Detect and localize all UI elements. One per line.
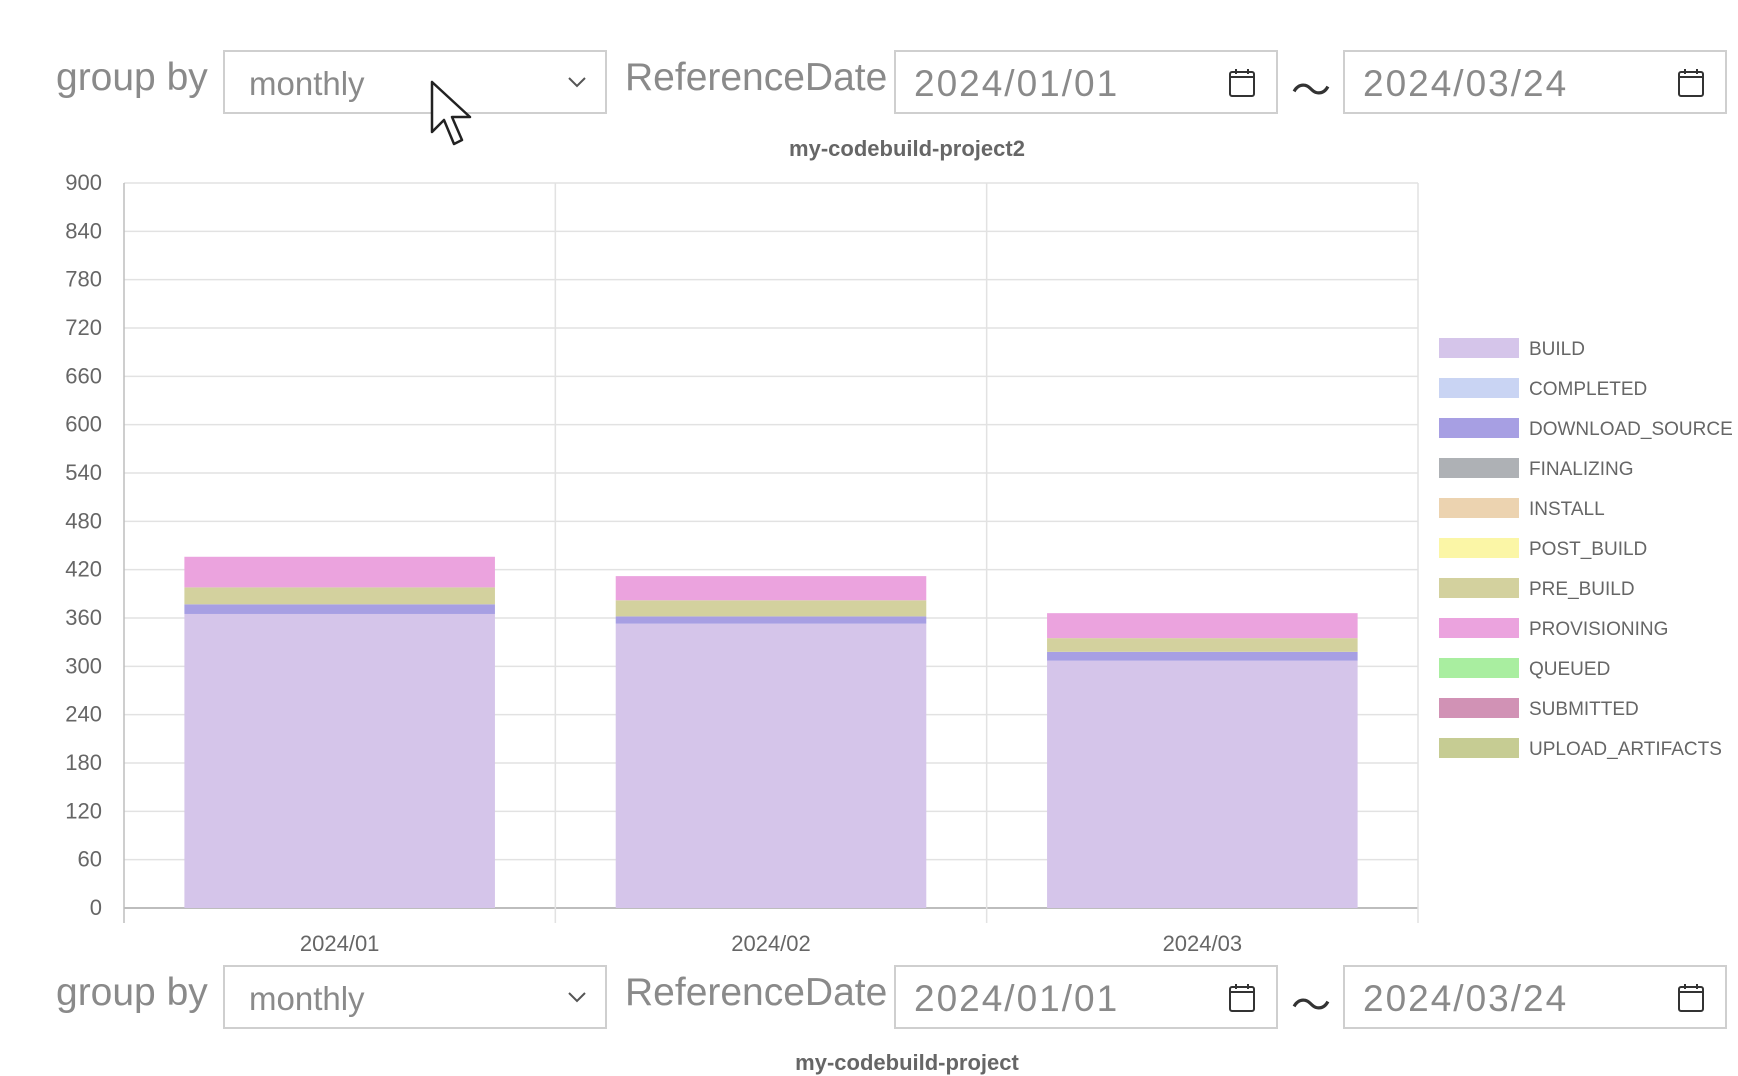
- group-by-select[interactable]: monthly: [223, 965, 607, 1029]
- bar-segment-pre-build: [184, 587, 495, 605]
- calendar-icon[interactable]: [1228, 983, 1256, 1013]
- bar-segment-download-source: [1047, 651, 1358, 661]
- y-tick-label: 540: [65, 460, 102, 485]
- legend-swatch: [1439, 738, 1519, 758]
- bar-segment-provisioning: [1047, 613, 1358, 639]
- y-tick-label: 60: [78, 847, 102, 872]
- y-tick-label: 480: [65, 508, 102, 533]
- stacked-bar-chart: 0 60 120 180 240 300 360 420 480 540 600 660 720 780 8…: [65, 170, 1733, 956]
- bar-segment-download-source: [184, 604, 495, 614]
- legend-label: COMPLETED: [1529, 379, 1647, 400]
- date-to-input[interactable]: 2024/03/24: [1343, 50, 1727, 114]
- bar-segment-provisioning: [615, 576, 927, 601]
- date-from-value: 2024/01/01: [914, 63, 1120, 104]
- legend-label: QUEUED: [1529, 659, 1610, 680]
- bar-segment-build: [184, 613, 495, 908]
- y-tick-label: 720: [65, 315, 102, 340]
- group-by-label: group by: [56, 971, 208, 1014]
- legend-swatch: [1439, 418, 1519, 438]
- bar-segment-pre-build: [615, 600, 927, 617]
- legend-swatch: [1439, 538, 1519, 558]
- bar-segment-provisioning: [184, 556, 495, 588]
- date-from-input[interactable]: 2024/01/01: [894, 965, 1278, 1029]
- chevron-down-icon: [568, 992, 586, 1003]
- reference-date-label: ReferenceDate: [625, 971, 888, 1014]
- y-tick-label: 660: [65, 363, 102, 388]
- chart-title-2: my-codebuild-project: [795, 1050, 1019, 1075]
- legend-swatch: [1439, 658, 1519, 678]
- y-tick-label: 300: [65, 653, 102, 678]
- filter-bar-1: group by monthly ReferenceDate 2024/01/0…: [0, 42, 1738, 114]
- x-tick-label: 2024/02: [731, 931, 811, 956]
- legend-swatch: [1439, 338, 1519, 358]
- legend-swatch: [1439, 458, 1519, 478]
- calendar-icon[interactable]: [1677, 68, 1705, 98]
- bar-segment-download-source: [615, 616, 927, 624]
- date-to-value: 2024/03/24: [1363, 63, 1569, 104]
- bar-segment-build: [1047, 660, 1358, 908]
- y-tick-label: 120: [65, 798, 102, 823]
- legend-swatch: [1439, 498, 1519, 518]
- date-to-input[interactable]: 2024/03/24: [1343, 965, 1727, 1029]
- date-from-input[interactable]: 2024/01/01: [894, 50, 1278, 114]
- bar-segment-build: [615, 623, 927, 908]
- x-tick-label: 2024/01: [300, 931, 380, 956]
- chart-title: my-codebuild-project2: [789, 136, 1025, 161]
- calendar-icon[interactable]: [1677, 983, 1705, 1013]
- y-tick-label: 900: [65, 170, 102, 195]
- group-by-value: monthly: [249, 980, 365, 1017]
- mouse-cursor-icon: [430, 80, 472, 146]
- legend-swatch: [1439, 378, 1519, 398]
- legend-label: POST_BUILD: [1529, 539, 1647, 560]
- legend-label: DOWNLOAD_SOURCE: [1529, 419, 1733, 440]
- y-tick-label: 0: [90, 895, 102, 920]
- y-tick-label: 180: [65, 750, 102, 775]
- date-from-value: 2024/01/01: [914, 978, 1120, 1019]
- group-by-select[interactable]: monthly: [223, 50, 607, 114]
- chevron-down-icon: [568, 77, 586, 88]
- bar-segment-pre-build: [1047, 638, 1358, 652]
- legend-label: PRE_BUILD: [1529, 579, 1635, 600]
- y-tick-label: 840: [65, 218, 102, 243]
- legend-label: SUBMITTED: [1529, 699, 1639, 720]
- legend-swatch: [1439, 578, 1519, 598]
- calendar-icon[interactable]: [1228, 68, 1256, 98]
- reference-date-label: ReferenceDate: [625, 56, 888, 99]
- date-separator: 〜: [1291, 984, 1331, 1028]
- group-by-label: group by: [56, 56, 208, 99]
- legend-label: UPLOAD_ARTIFACTS: [1529, 739, 1722, 760]
- filter-bar-2: group by monthly ReferenceDate 2024/01/0…: [0, 957, 1738, 1029]
- date-separator: 〜: [1291, 69, 1331, 113]
- group-by-value: monthly: [249, 65, 365, 102]
- legend-label: BUILD: [1529, 339, 1585, 360]
- legend-label: INSTALL: [1529, 499, 1605, 520]
- y-tick-label: 360: [65, 605, 102, 630]
- y-tick-label: 600: [65, 412, 102, 437]
- legend-label: PROVISIONING: [1529, 619, 1668, 640]
- y-tick-label: 780: [65, 267, 102, 292]
- legend-swatch: [1439, 698, 1519, 718]
- x-tick-label: 2024/03: [1163, 931, 1243, 956]
- y-tick-label: 240: [65, 702, 102, 727]
- date-to-value: 2024/03/24: [1363, 978, 1569, 1019]
- legend-label: FINALIZING: [1529, 459, 1634, 480]
- y-tick-label: 420: [65, 557, 102, 582]
- legend-swatch: [1439, 618, 1519, 638]
